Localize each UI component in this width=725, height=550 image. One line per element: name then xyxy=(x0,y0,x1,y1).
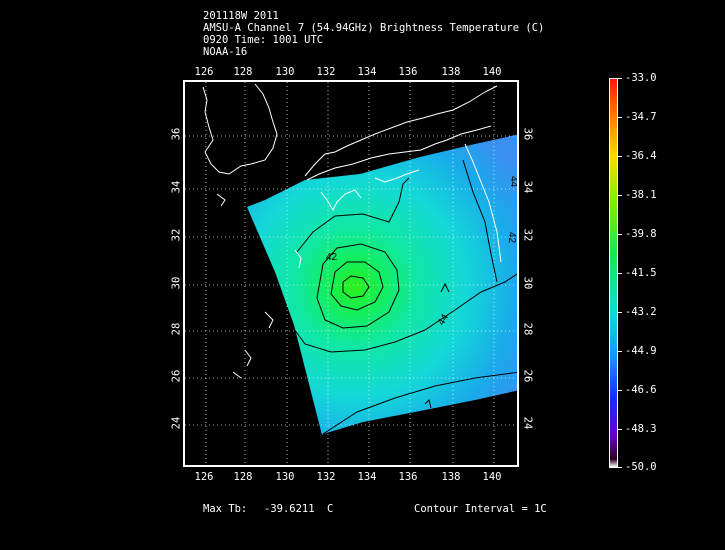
contour-label: 44 xyxy=(436,312,451,328)
colorbar-tick xyxy=(618,195,622,196)
contour-6 xyxy=(322,371,517,435)
contour-5 xyxy=(288,273,517,353)
lat-tick-right: 34 xyxy=(521,180,534,194)
lon-tick-top: 128 xyxy=(233,66,253,78)
graticule xyxy=(185,82,517,465)
colorbar-tick xyxy=(618,312,622,313)
contour-2 xyxy=(330,261,384,311)
colorbar-label: -41.5 xyxy=(625,267,657,279)
colorbar-tick xyxy=(618,467,622,468)
colorbar-tick xyxy=(618,351,622,352)
lon-tick-top: 132 xyxy=(316,66,336,78)
map-frame[interactable]: 42 44 44 42 xyxy=(183,80,519,467)
lat-tick-left: 26 xyxy=(170,369,183,383)
colorbar-tick xyxy=(618,390,622,391)
contour-3 xyxy=(316,243,400,329)
lon-tick-bottom: 130 xyxy=(275,471,295,483)
lat-tick-right: 36 xyxy=(521,127,534,141)
colorbar-label: -43.2 xyxy=(625,306,657,318)
colorbar-label: -50.0 xyxy=(625,461,657,473)
colorbar-label: -44.9 xyxy=(625,345,657,357)
max-tb-unit: C xyxy=(327,503,334,515)
colorbar-label: -48.3 xyxy=(625,423,657,435)
colorbar-label: -39.8 xyxy=(625,228,657,240)
max-tb-label: Max Tb: xyxy=(203,503,248,515)
lon-tick-top: 126 xyxy=(194,66,214,78)
colorbar-label: -34.7 xyxy=(625,111,657,123)
contour-inner xyxy=(342,275,370,299)
coastlines xyxy=(202,83,502,379)
colorbar-tick xyxy=(618,429,622,430)
lat-tick-left: 34 xyxy=(170,180,183,194)
contour-label: 44 xyxy=(508,176,519,188)
lon-tick-top: 138 xyxy=(441,66,461,78)
lon-tick-bottom: 128 xyxy=(233,471,253,483)
max-tb-value: -39.6211 xyxy=(264,503,315,515)
lat-tick-right: 30 xyxy=(521,276,534,290)
lat-tick-left: 28 xyxy=(170,322,183,336)
figure-header: 201118W 2011 AMSU-A Channel 7 (54.94GHz)… xyxy=(203,10,544,58)
header-line-1: 201118W 2011 xyxy=(203,10,279,22)
colorbar-tick xyxy=(618,234,622,235)
lat-tick-left: 30 xyxy=(170,276,183,290)
lon-tick-bottom: 134 xyxy=(357,471,377,483)
lon-tick-top: 134 xyxy=(357,66,377,78)
colorbar-label: -38.1 xyxy=(625,189,657,201)
lat-tick-left: 32 xyxy=(170,228,183,242)
lon-tick-top: 140 xyxy=(482,66,502,78)
lon-tick-bottom: 132 xyxy=(316,471,336,483)
colorbar-tick xyxy=(618,78,622,79)
lon-tick-bottom: 136 xyxy=(398,471,418,483)
colorbar-tick xyxy=(618,273,622,274)
colorbar-tick xyxy=(618,117,622,118)
colorbar-label: -36.4 xyxy=(625,150,657,162)
lon-tick-top: 130 xyxy=(275,66,295,78)
colorbar-tick xyxy=(618,156,622,157)
lat-tick-right: 24 xyxy=(521,416,534,430)
lat-tick-right: 26 xyxy=(521,369,534,383)
lon-tick-top: 136 xyxy=(398,66,418,78)
header-line-4: NOAA-16 xyxy=(203,46,248,58)
colorbar-label: -46.6 xyxy=(625,384,657,396)
lat-tick-right: 28 xyxy=(521,322,534,336)
lat-tick-right: 32 xyxy=(521,228,534,242)
contour-label: 42 xyxy=(506,232,517,244)
contour-lines xyxy=(288,159,517,435)
lon-tick-bottom: 138 xyxy=(441,471,461,483)
lon-tick-bottom: 126 xyxy=(194,471,214,483)
header-line-2: AMSU-A Channel 7 (54.94GHz) Brightness T… xyxy=(203,22,545,34)
contour-4 xyxy=(296,177,410,253)
colorbar xyxy=(609,78,618,468)
lat-tick-left: 36 xyxy=(170,127,183,141)
colorbar-label: -33.0 xyxy=(625,72,657,84)
contour-interval: Contour Interval = 1C xyxy=(414,503,547,515)
lat-tick-left: 24 xyxy=(170,416,183,430)
satellite-swath xyxy=(247,134,517,435)
map-canvas: 42 44 44 42 xyxy=(185,82,519,465)
header-line-3: 0920 Time: 1001 UTC xyxy=(203,34,324,46)
lon-tick-bottom: 140 xyxy=(482,471,502,483)
contour-label: 42 xyxy=(326,252,338,263)
